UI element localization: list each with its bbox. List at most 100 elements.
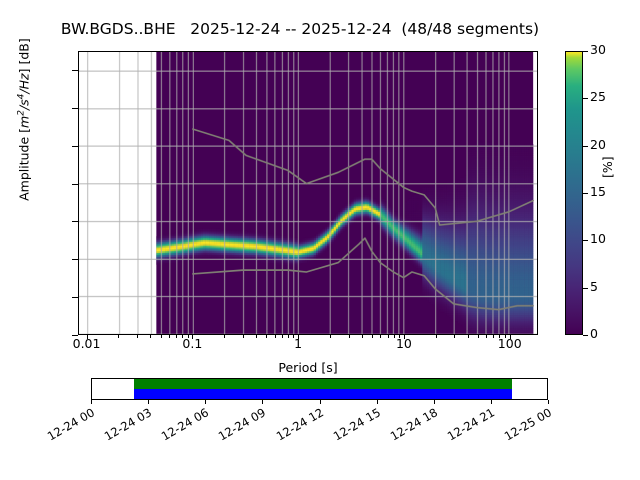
x-tick-mark-minor <box>118 335 120 338</box>
x-tick-mark-minor <box>435 335 437 338</box>
y-axis-unit-s: /s <box>16 99 32 111</box>
colorbar-tick-mark <box>583 145 588 147</box>
x-tick-mark-major <box>86 335 88 339</box>
x-tick-mark-minor <box>150 335 152 338</box>
x-tick-mark-major <box>192 335 194 339</box>
colorbar-tick-label: 5 <box>590 278 598 294</box>
colorbar-tick-mark <box>583 240 588 242</box>
colorbar-tick-label: 30 <box>590 42 606 57</box>
colorbar-tick-mark <box>583 51 588 52</box>
x-tick-mark-minor <box>175 335 177 338</box>
x-tick-label: 100 <box>497 336 522 351</box>
page-title: BW.BGDS..BHE 2025-12-24 -- 2025-12-24 (4… <box>60 20 540 38</box>
timeline-tick-mark <box>148 400 150 404</box>
x-tick-mark-minor <box>281 335 283 338</box>
y-tick-mark <box>72 145 78 147</box>
y-tick-mark <box>72 221 78 223</box>
x-tick-mark-minor <box>287 335 289 338</box>
x-tick-mark-minor <box>137 335 139 338</box>
y-axis-unit-s-exp: 4 <box>16 93 27 100</box>
colorbar-tick-label: 10 <box>590 231 606 247</box>
x-tick-mark-minor <box>168 335 170 338</box>
colorbar-tick-mark <box>583 287 588 289</box>
x-tick-mark-minor <box>224 335 226 338</box>
x-tick-mark-minor <box>493 335 495 338</box>
colorbar-tick-mark <box>583 335 588 336</box>
y-tick-mark <box>72 297 78 299</box>
y-tick-mark <box>72 107 78 109</box>
ppsd-histogram-canvas <box>79 52 537 334</box>
colorbar-unit-label: [%] <box>600 156 615 178</box>
x-tick-mark-minor <box>187 335 189 338</box>
y-axis-unit-m: m <box>16 115 32 128</box>
colorbar-tick-label: 25 <box>590 89 606 105</box>
x-tick-mark-minor <box>387 335 389 338</box>
y-tick-mark <box>72 183 78 185</box>
y-axis-label-prefix: Amplitude [ <box>16 127 32 201</box>
timeline-tick-mark <box>319 400 321 404</box>
timeline-tick-mark <box>490 400 492 404</box>
x-tick-mark-major <box>509 335 511 339</box>
x-tick-mark-minor <box>160 335 162 338</box>
timeline-tick-label: 12-24 06 <box>159 405 212 444</box>
y-tick-mark <box>72 259 78 261</box>
colorbar-tick-label: 15 <box>590 184 606 199</box>
timeline-tick-label: 12-25 00 <box>501 405 554 444</box>
x-tick-mark-minor <box>266 335 268 338</box>
x-tick-mark-minor <box>477 335 479 338</box>
timeline-tick-mark <box>91 400 92 404</box>
x-tick-mark-minor <box>467 335 469 338</box>
timeline-tick-label: 12-24 18 <box>387 405 440 444</box>
x-tick-mark-minor <box>393 335 395 338</box>
x-tick-mark-minor <box>454 335 456 338</box>
x-tick-mark-minor <box>372 335 374 338</box>
timeline-tick-mark <box>262 400 264 404</box>
y-axis-unit-m-exp: 2 <box>16 110 27 116</box>
colorbar-tick-label: 20 <box>590 136 606 152</box>
timeline-tick-label: 12-24 00 <box>44 405 97 444</box>
colorbar[interactable] <box>565 51 583 335</box>
y-axis-label: Amplitude [m2/s4/Hz] [dB] <box>16 0 31 262</box>
y-tick-mark <box>72 69 78 71</box>
x-tick-mark-minor <box>399 335 401 338</box>
timeline-tick-label: 12-24 03 <box>101 405 155 444</box>
ppsd-plot-area[interactable] <box>78 51 538 335</box>
y-tick-mark <box>72 335 78 336</box>
x-tick-mark-minor <box>182 335 184 338</box>
timeline-tick-label: 12-24 15 <box>330 405 383 444</box>
x-tick-mark-minor <box>486 335 488 338</box>
colorbar-tick-label: 0 <box>590 326 598 341</box>
x-tick-mark-minor <box>242 335 244 338</box>
colorbar-tick-mark <box>583 98 588 100</box>
x-tick-mark-minor <box>361 335 363 338</box>
y-axis-label-suffix: ] [dB] <box>16 38 32 74</box>
timeline-tick-label: 12-24 12 <box>273 405 326 444</box>
x-tick-mark-minor <box>380 335 382 338</box>
x-tick-label: 10 <box>395 336 412 351</box>
x-tick-mark-minor <box>256 335 258 338</box>
timeline-coverage-axes[interactable] <box>91 378 548 400</box>
x-tick-mark-minor <box>348 335 350 338</box>
x-tick-mark-minor <box>504 335 506 338</box>
timeline-tick-label: 12-24 21 <box>444 405 497 444</box>
x-tick-mark-major <box>298 335 300 339</box>
x-tick-label: 0.01 <box>72 336 101 351</box>
timeline-tick-label: 12-24 09 <box>216 405 269 444</box>
timeline-bar-data-coverage <box>134 379 513 389</box>
timeline-tick-mark <box>205 400 207 404</box>
x-tick-label: 0.1 <box>182 336 203 351</box>
y-axis-unit-hz: /Hz <box>16 73 32 94</box>
x-tick-mark-minor <box>499 335 501 338</box>
x-tick-mark-major <box>403 335 405 339</box>
timeline-tick-mark <box>433 400 435 404</box>
x-axis-label: Period [s] <box>278 360 338 375</box>
timeline-tick-mark <box>376 400 378 404</box>
colorbar-tick-mark <box>583 193 588 194</box>
x-tick-mark-minor <box>293 335 295 338</box>
x-tick-label: 1 <box>294 336 303 351</box>
timeline-bar-psd-segments <box>134 389 513 399</box>
timeline-tick-mark <box>548 400 549 404</box>
x-tick-mark-minor <box>274 335 276 338</box>
x-tick-mark-minor <box>329 335 331 338</box>
